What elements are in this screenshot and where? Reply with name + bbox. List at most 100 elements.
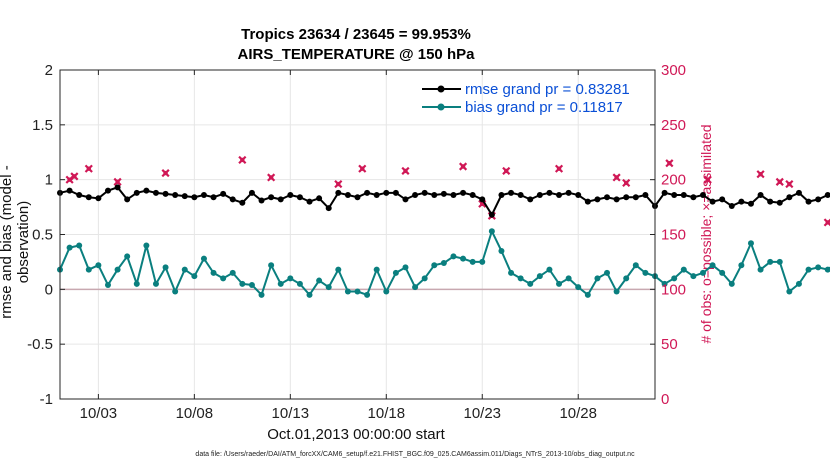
- rmse-point: [76, 192, 83, 199]
- x-axis-label: Oct.01,2013 00:00:00 start: [267, 426, 445, 443]
- rmse-point: [143, 187, 150, 194]
- rmse-point: [172, 192, 179, 199]
- bias-line: [59, 228, 830, 297]
- rmse-point: [815, 196, 822, 203]
- rmse-point: [210, 194, 217, 201]
- rmse-point: [632, 194, 639, 201]
- y-left-tick-label: 2: [45, 62, 53, 79]
- rmse-point: [95, 195, 102, 202]
- obs-marker-dot: [777, 179, 782, 185]
- obs-marker: [113, 177, 122, 186]
- bias-point: [392, 269, 399, 276]
- rmse-point: [460, 189, 467, 196]
- obs-marker-dot: [268, 175, 274, 180]
- bias-point: [220, 275, 227, 282]
- bias-point: [508, 269, 515, 276]
- obs-count-markers: [65, 155, 830, 227]
- x-tick-label: 10/08: [176, 405, 214, 422]
- obs-marker: [703, 175, 712, 184]
- bias-point: [699, 269, 706, 276]
- rmse-point: [421, 189, 428, 196]
- grid-lines: [60, 69, 655, 400]
- y-left-tick-label: -0.5: [27, 336, 53, 353]
- bias-point: [172, 288, 179, 295]
- bias-point: [527, 280, 534, 287]
- rmse-point: [152, 189, 159, 196]
- data-file-footer: data file: /Users/raeder/DAI/ATM_forcXX/…: [195, 451, 635, 458]
- rmse-point: [498, 192, 505, 199]
- axis-ticks: -1 -0.5 0 0.5 1 1.5 2 0 50 100 150 200 250 300 10/03 10…: [27, 62, 686, 422]
- bias-point: [786, 288, 793, 295]
- obs-marker-dot: [403, 168, 408, 174]
- rmse-point: [364, 189, 371, 196]
- bias-point: [632, 262, 639, 269]
- bias-point: [364, 291, 371, 298]
- bias-point: [181, 266, 188, 273]
- rmse-point: [373, 192, 380, 199]
- y-left-tick-label: 0.5: [32, 227, 53, 244]
- chart-subtitle: AIRS_TEMPERATURE @ 150 hPa: [237, 46, 475, 63]
- obs-marker-dot: [758, 171, 763, 177]
- obs-marker: [401, 166, 410, 175]
- bias-point: [325, 284, 332, 291]
- bias-point: [229, 269, 236, 276]
- rmse-point: [383, 189, 390, 196]
- bias-point: [795, 280, 802, 287]
- obs-marker: [756, 170, 765, 179]
- obs-marker: [665, 159, 674, 168]
- rmse-point: [316, 195, 323, 202]
- rmse-point: [728, 202, 735, 209]
- obs-marker: [70, 172, 79, 181]
- rmse-point: [277, 196, 284, 203]
- rmse-point: [699, 192, 706, 199]
- bias-point: [719, 269, 726, 276]
- x-tick-label: 10/28: [559, 405, 597, 422]
- bias-point: [747, 240, 754, 247]
- rmse-point: [412, 192, 419, 199]
- obs-marker: [502, 166, 511, 175]
- y-right-tick-label: 150: [661, 227, 686, 244]
- rmse-point: [133, 189, 140, 196]
- bias-point: [517, 275, 524, 282]
- rmse-point: [642, 192, 649, 199]
- rmse-point: [479, 196, 486, 203]
- rmse-point: [738, 198, 745, 205]
- bias-point: [210, 269, 217, 276]
- x-tick-label: 10/13: [272, 405, 310, 422]
- rmse-point: [517, 192, 524, 199]
- y-right-tick-label: 200: [661, 172, 686, 189]
- obs-marker: [458, 162, 468, 171]
- bias-point: [66, 244, 73, 251]
- rmse-point: [162, 190, 169, 197]
- chart-title: Tropics 23634 / 23645 = 99.953%: [241, 26, 471, 43]
- bias-point: [565, 275, 572, 282]
- rmse-point: [66, 187, 73, 194]
- bias-point: [460, 255, 467, 262]
- bias-point: [767, 258, 774, 265]
- bias-point: [709, 262, 716, 269]
- bias-point: [412, 284, 419, 291]
- bias-point: [191, 273, 198, 280]
- rmse-point: [469, 192, 476, 199]
- rmse-point: [181, 193, 188, 200]
- obs-marker: [622, 178, 631, 188]
- bias-point: [287, 275, 294, 282]
- obs-marker: [84, 164, 93, 173]
- rmse-point: [124, 196, 131, 203]
- rmse-point: [220, 190, 227, 197]
- y-left-tick-label: -1: [40, 391, 53, 408]
- bias-point: [728, 280, 735, 287]
- bias-point: [536, 273, 543, 280]
- obs-marker: [238, 155, 247, 165]
- rmse-point: [824, 192, 830, 199]
- rmse-point: [757, 192, 764, 199]
- rmse-point: [546, 189, 553, 196]
- rmse-point: [805, 198, 812, 205]
- y-right-tick-label: 0: [661, 391, 669, 408]
- bias-point: [613, 288, 620, 295]
- y-left-tick-label: 1.5: [32, 117, 53, 134]
- rmse-point: [104, 187, 111, 194]
- bias-point: [143, 242, 150, 249]
- bias-point: [402, 264, 409, 271]
